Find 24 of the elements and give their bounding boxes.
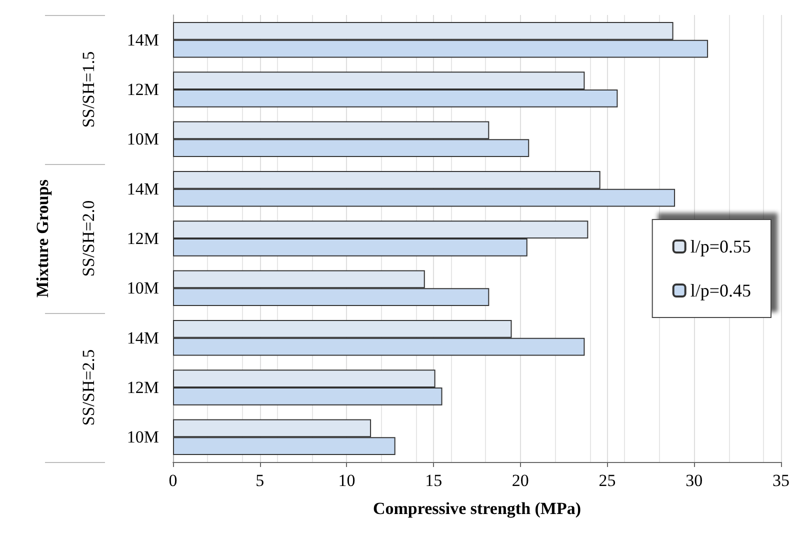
y-tick-label: 12M bbox=[126, 229, 159, 248]
x-tick-label: 35 bbox=[772, 471, 790, 490]
x-tick-label: 0 bbox=[168, 471, 178, 490]
y-tick-label: 14M bbox=[126, 328, 159, 348]
x-tick-label: 20 bbox=[512, 471, 529, 490]
y-tick-label: 14M bbox=[126, 30, 159, 50]
x-tick-label: 10 bbox=[338, 471, 356, 490]
y-tick-label: 12M bbox=[126, 378, 159, 397]
x-axis-title: Compressive strength (MPa) bbox=[372, 499, 582, 518]
legend-label: l/p=0.45 bbox=[690, 280, 752, 300]
text: SS/SH=2.0 bbox=[79, 200, 98, 277]
x-tick-label: 5 bbox=[256, 471, 264, 490]
x-tick-label: 15 bbox=[425, 471, 442, 490]
y-tick-label: 14M bbox=[126, 179, 159, 198]
y-tick-label: 12M bbox=[126, 80, 159, 99]
y-axis-title: Mixture Groups bbox=[33, 179, 52, 298]
legend-label: l/p=0.55 bbox=[690, 236, 752, 256]
y-tick-label: 10M bbox=[126, 428, 159, 447]
y-tick-label: 10M bbox=[126, 278, 159, 298]
text: SS/SH=2.5 bbox=[79, 349, 98, 426]
x-tick-label: 30 bbox=[686, 471, 703, 490]
y-tick-label: 10M bbox=[126, 130, 159, 149]
text: SS/SH=1.5 bbox=[79, 51, 98, 128]
x-tick-label: 25 bbox=[598, 471, 616, 490]
